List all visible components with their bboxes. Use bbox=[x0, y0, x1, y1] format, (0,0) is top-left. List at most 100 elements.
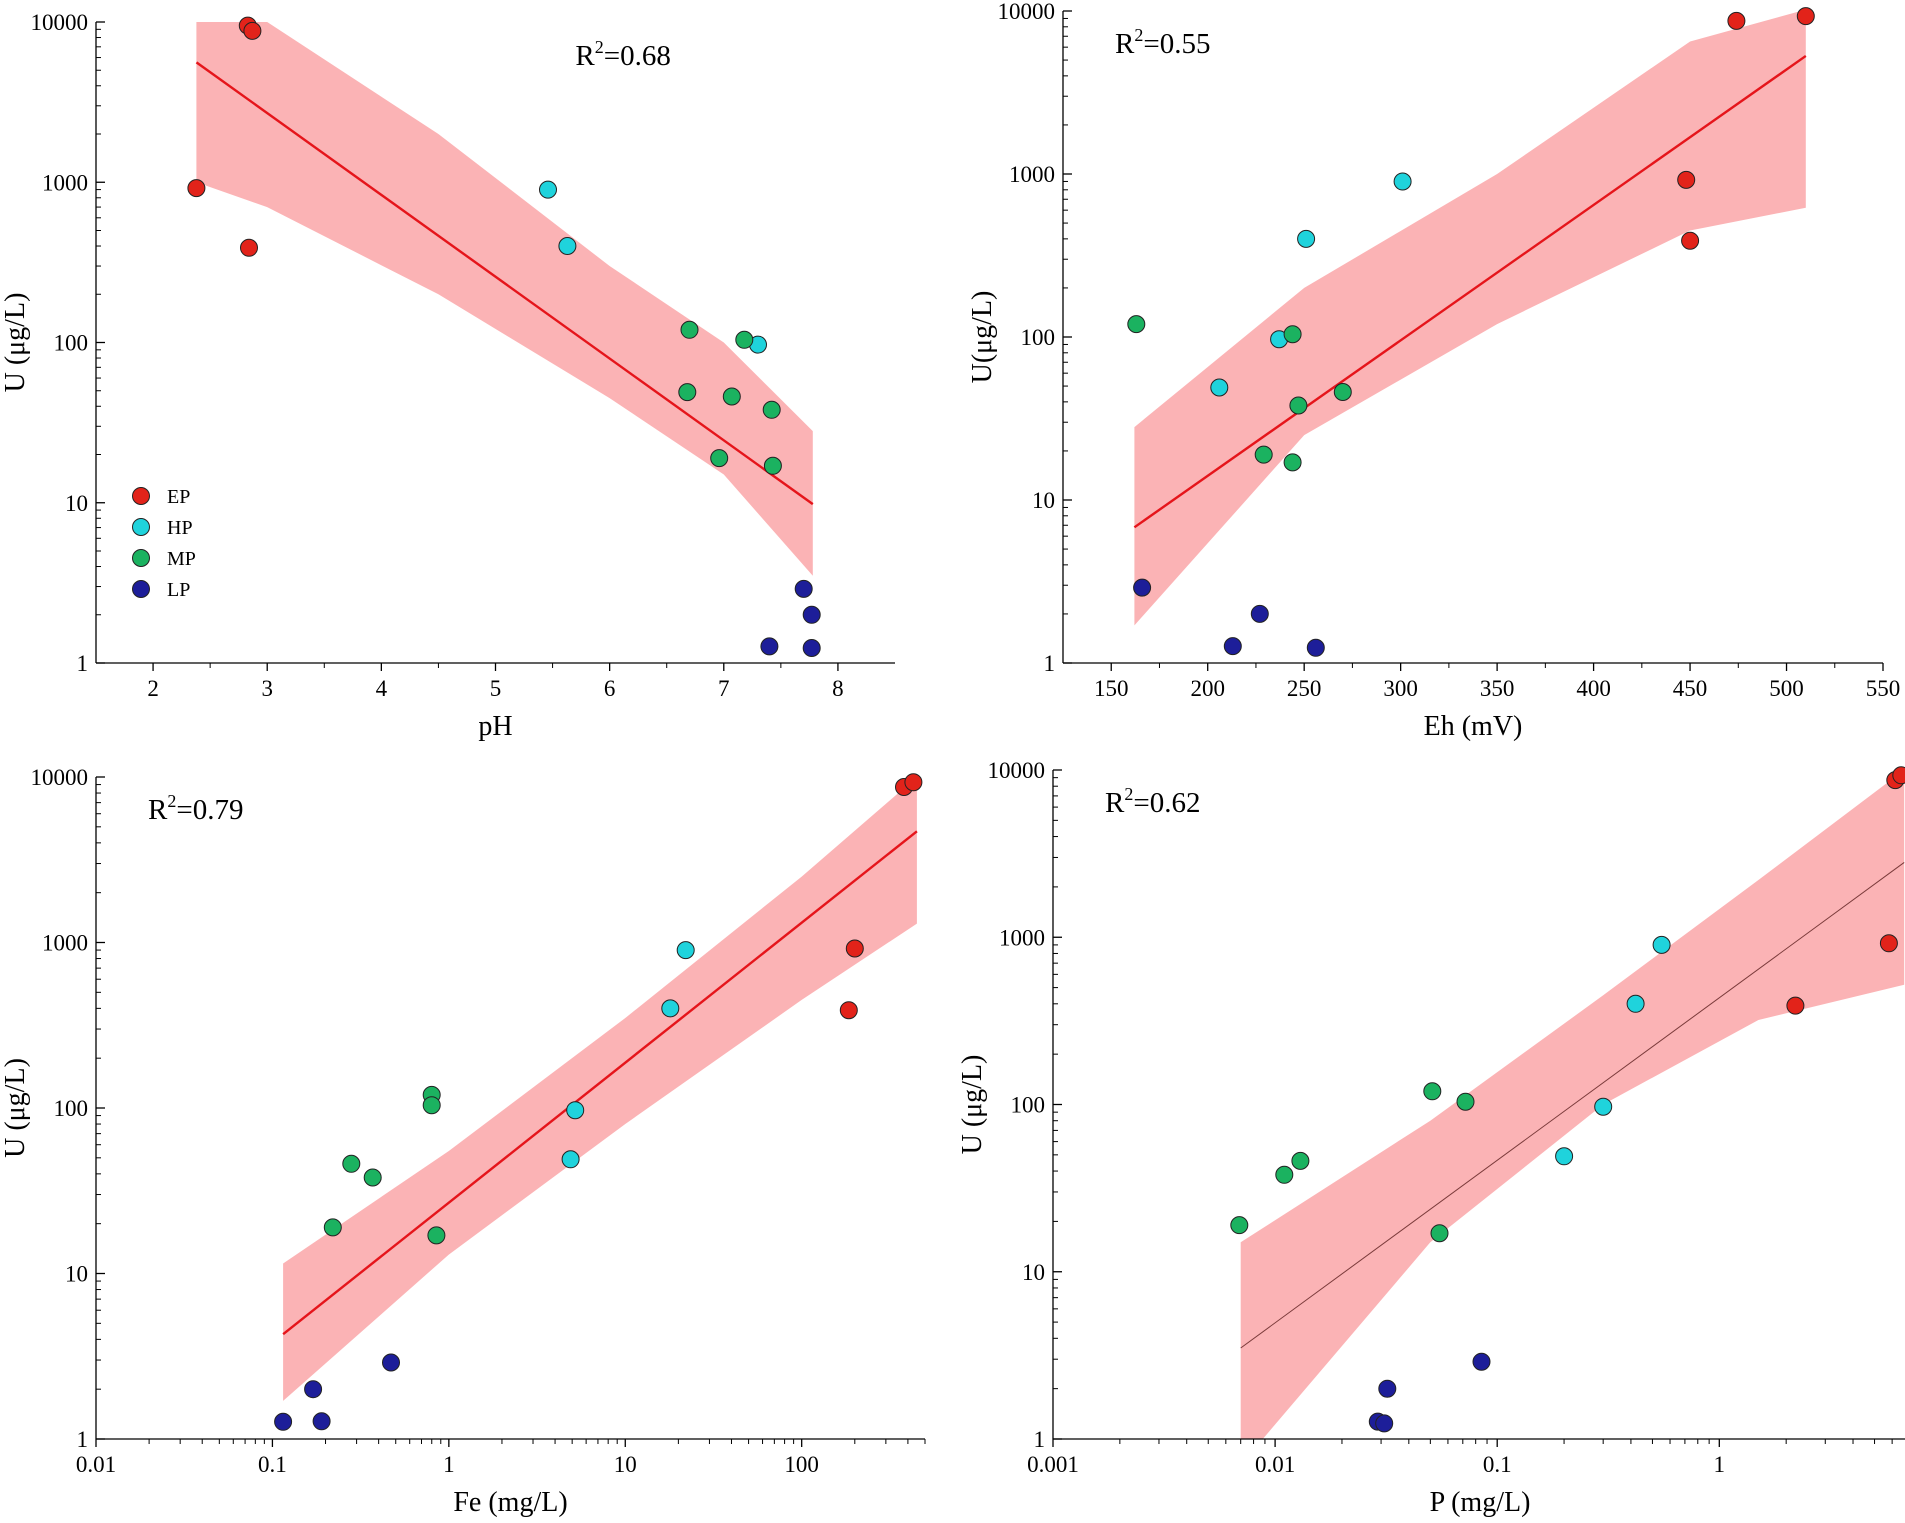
y-tick-label: 1000 bbox=[42, 170, 88, 195]
x-tick-label: 1 bbox=[443, 1452, 455, 1477]
y-tick-label: 10 bbox=[1022, 1260, 1045, 1285]
x-tick-label: 100 bbox=[784, 1452, 819, 1477]
data-point-hp bbox=[561, 1150, 580, 1169]
y-tick-label: 1 bbox=[77, 651, 89, 676]
data-point-mp bbox=[1333, 383, 1352, 401]
data-point-ep bbox=[1727, 11, 1746, 30]
data-point-mp bbox=[710, 449, 729, 468]
y-tick-label: 100 bbox=[54, 331, 89, 356]
panel-fe: 1 10 100 1000 10000 0.01 0.1 1 10 100 Fe (mg/L) U (… bbox=[0, 765, 926, 1518]
data-point-ep bbox=[1681, 231, 1700, 250]
legend-marker-ep bbox=[132, 487, 150, 505]
data-point-mp bbox=[1275, 1165, 1294, 1184]
x-tick-label: 6 bbox=[604, 676, 616, 701]
panel-eh: 1 10 100 1000 10000 150 200 250 300 350 400 450 500 5… bbox=[967, 0, 1900, 742]
data-point-ep bbox=[243, 21, 262, 40]
y-tick-label: 1000 bbox=[999, 925, 1045, 950]
y-tick-label: 1 bbox=[1034, 1427, 1046, 1452]
x-tick-label: 3 bbox=[261, 676, 273, 701]
x-tick-label: 200 bbox=[1190, 676, 1225, 701]
x-tick-label: 2 bbox=[147, 676, 159, 701]
data-point-ep bbox=[240, 238, 258, 257]
data-point-lp bbox=[274, 1412, 293, 1431]
r-squared-superscript: 2 bbox=[1134, 25, 1143, 45]
data-point-mp bbox=[1430, 1224, 1449, 1243]
data-point-hp bbox=[566, 1101, 585, 1120]
x-tick-label: 250 bbox=[1287, 676, 1322, 701]
data-point-mp bbox=[342, 1154, 361, 1173]
data-point-lp bbox=[1472, 1352, 1491, 1371]
data-point-lp bbox=[802, 605, 821, 624]
data-point-hp bbox=[1555, 1147, 1574, 1166]
r-squared-label: R2=0.79 bbox=[148, 791, 243, 826]
data-point-mp bbox=[1456, 1092, 1475, 1111]
regression-line bbox=[1240, 862, 1905, 1349]
r-squared-base: R bbox=[1105, 787, 1125, 819]
r-squared-label: R2=0.62 bbox=[1105, 784, 1200, 819]
x-axis-title: Fe (mg/L) bbox=[453, 1487, 567, 1518]
y-tick-label: 1000 bbox=[42, 931, 88, 956]
r-squared-label: R2=0.68 bbox=[575, 37, 670, 72]
r-squared-base: R bbox=[148, 794, 168, 826]
confidence-band bbox=[196, 22, 813, 576]
data-point-lp bbox=[1223, 637, 1242, 656]
data-point-mp bbox=[762, 400, 781, 419]
r-squared-superscript: 2 bbox=[595, 37, 604, 57]
legend-marker-lp bbox=[132, 580, 150, 598]
x-tick-label: 0.001 bbox=[1027, 1452, 1079, 1477]
x-tick-label: 0.01 bbox=[76, 1452, 116, 1477]
x-tick-label: 10 bbox=[614, 1452, 637, 1477]
data-point-mp bbox=[763, 456, 782, 475]
data-point-hp bbox=[661, 999, 680, 1018]
data-point-ep bbox=[839, 1001, 858, 1020]
confidence-band bbox=[1240, 770, 1905, 1439]
x-tick-label: 350 bbox=[1480, 676, 1515, 701]
data-point-ep bbox=[1677, 170, 1696, 189]
data-point-hp bbox=[1626, 994, 1645, 1013]
y-tick-label: 1000 bbox=[1009, 162, 1055, 187]
x-tick-label: 300 bbox=[1383, 676, 1418, 701]
data-point-mp bbox=[1423, 1082, 1442, 1101]
legend-label-mp: MP bbox=[167, 548, 196, 570]
data-point-lp bbox=[1250, 604, 1269, 623]
y-tick-label: 10000 bbox=[988, 758, 1046, 783]
x-tick-label: 5 bbox=[490, 676, 502, 701]
y-axis-title: U(μg/L) bbox=[967, 291, 998, 384]
r-squared-value: =0.62 bbox=[1133, 787, 1200, 819]
regression-line bbox=[282, 830, 918, 1336]
y-tick-label: 1 bbox=[1044, 651, 1056, 676]
y-tick-label: 10000 bbox=[31, 10, 89, 35]
r-squared-value: =0.55 bbox=[1143, 28, 1210, 60]
data-point-lp bbox=[760, 637, 779, 656]
x-tick-label: 0.1 bbox=[258, 1452, 287, 1477]
x-tick-label: 0.01 bbox=[1255, 1452, 1295, 1477]
data-point-mp bbox=[722, 387, 741, 406]
regression-line bbox=[195, 61, 814, 506]
data-point-mp bbox=[363, 1168, 382, 1187]
x-tick-label: 7 bbox=[718, 676, 730, 701]
x-axis-title: P (mg/L) bbox=[1430, 1487, 1531, 1518]
y-tick-label: 10 bbox=[1032, 488, 1055, 513]
confidence-band bbox=[283, 777, 917, 1401]
r-squared-value: =0.68 bbox=[604, 40, 671, 72]
data-point-ep bbox=[904, 773, 923, 792]
data-point-lp bbox=[794, 579, 813, 598]
data-point-hp bbox=[1594, 1097, 1613, 1116]
x-tick-label: 0.1 bbox=[1483, 1452, 1512, 1477]
legend-label-hp: HP bbox=[167, 517, 193, 539]
data-point-mp bbox=[422, 1096, 441, 1115]
data-point-lp bbox=[1378, 1379, 1397, 1398]
r-squared-base: R bbox=[575, 40, 595, 72]
data-point-hp bbox=[1210, 378, 1229, 397]
legend-label-lp: LP bbox=[167, 579, 190, 601]
y-axis-title: U (μg/L) bbox=[0, 293, 31, 393]
r-squared-value: =0.79 bbox=[176, 794, 243, 826]
x-axis-title: Eh (mV) bbox=[1424, 711, 1523, 742]
data-point-mp bbox=[680, 320, 699, 339]
x-tick-label: 8 bbox=[832, 676, 844, 701]
x-tick-label: 550 bbox=[1866, 676, 1901, 701]
legend-label-ep: EP bbox=[167, 486, 190, 508]
legend-marker-hp bbox=[132, 518, 150, 536]
data-point-mp bbox=[1291, 1151, 1310, 1170]
